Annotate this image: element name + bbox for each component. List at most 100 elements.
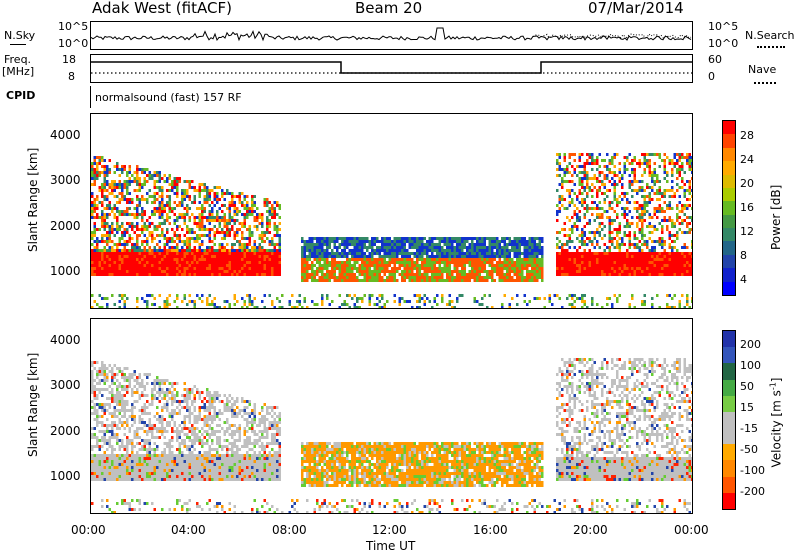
power-cell — [188, 264, 191, 267]
power-cell — [98, 258, 101, 261]
velocity-cell — [113, 397, 116, 400]
velocity-cell — [123, 502, 126, 505]
power-cell — [593, 177, 596, 180]
power-cell — [318, 258, 321, 261]
power-cell — [196, 249, 199, 252]
power-cell — [563, 180, 566, 183]
power-cell — [493, 267, 496, 270]
power-cell — [608, 204, 611, 207]
power-cell — [126, 228, 129, 231]
power-cell — [148, 294, 151, 297]
power-cell — [103, 177, 106, 180]
power-cell — [611, 243, 614, 246]
power-cell — [131, 270, 134, 273]
power-cell — [116, 216, 119, 219]
power-cell — [158, 189, 161, 192]
power-cell — [398, 300, 401, 303]
power-cell — [111, 294, 114, 297]
power-cell — [338, 267, 341, 270]
power-cell — [193, 198, 196, 201]
power-cell — [451, 246, 454, 249]
power-cell — [333, 237, 336, 240]
power-cell — [268, 258, 271, 261]
power-cell — [311, 252, 314, 255]
power-cell — [623, 231, 626, 234]
power-cell — [328, 252, 331, 255]
power-cell — [223, 300, 226, 303]
power-cell — [601, 252, 604, 255]
velocity-cell — [103, 439, 106, 442]
power-cell — [556, 294, 559, 297]
power-cell — [193, 267, 196, 270]
power-cell — [451, 237, 454, 240]
velocity-cell — [103, 457, 106, 460]
power-cell — [678, 195, 681, 198]
power-cell — [456, 243, 459, 246]
power-cell — [271, 204, 274, 207]
power-cell — [643, 204, 646, 207]
power-cell — [181, 258, 184, 261]
power-cell — [628, 258, 631, 261]
power-cell — [601, 180, 604, 183]
power-cell — [411, 270, 414, 273]
power-cell — [683, 306, 686, 308]
power-cell — [271, 261, 274, 264]
power-cell — [261, 216, 264, 219]
power-cell — [221, 249, 224, 252]
power-cell — [253, 204, 256, 207]
power-cell — [153, 303, 156, 306]
colorbar-tick: 28 — [740, 129, 754, 142]
velocity-cell — [111, 454, 114, 457]
power-cell — [176, 189, 179, 192]
power-cell — [673, 306, 676, 308]
power-cell — [573, 204, 576, 207]
power-cell — [658, 210, 661, 213]
power-cell — [158, 207, 161, 210]
power-cell — [523, 279, 526, 282]
power-cell — [438, 261, 441, 264]
power-cell — [196, 267, 199, 270]
power-cell — [648, 195, 651, 198]
velocity-cell — [91, 502, 94, 505]
power-cell — [636, 207, 639, 210]
power-cell — [448, 270, 451, 273]
power-cell — [406, 270, 409, 273]
power-cell — [243, 249, 246, 252]
power-cell — [398, 267, 401, 270]
power-cell — [191, 228, 194, 231]
power-cell — [608, 261, 611, 264]
power-cell — [123, 264, 126, 267]
power-cell — [278, 273, 281, 276]
power-cell — [583, 201, 586, 204]
velocity-cell — [101, 421, 104, 424]
power-cell — [411, 246, 414, 249]
power-cell — [596, 267, 599, 270]
power-cell — [673, 192, 676, 195]
power-cell — [461, 240, 464, 243]
power-cell — [386, 255, 389, 258]
power-cell — [516, 249, 519, 252]
power-cell — [436, 270, 439, 273]
power-cell — [683, 207, 686, 210]
power-cell — [301, 240, 304, 243]
power-cell — [101, 186, 104, 189]
velocity-cell — [93, 388, 96, 391]
power-cell — [483, 249, 486, 252]
power-cell — [371, 261, 374, 264]
power-cell — [606, 174, 609, 177]
power-cell — [188, 294, 191, 297]
nsky-label: N.Sky — [4, 29, 36, 42]
power-cell — [241, 192, 244, 195]
power-cell — [616, 204, 619, 207]
power-cell — [103, 168, 106, 171]
power-cell — [643, 159, 646, 162]
power-cell — [198, 228, 201, 231]
power-cell — [353, 246, 356, 249]
power-cell — [101, 204, 104, 207]
power-cell — [591, 243, 594, 246]
power-cell — [608, 297, 611, 300]
power-cell — [688, 267, 691, 270]
power-cell — [251, 264, 254, 267]
power-cell — [596, 207, 599, 210]
power-cell — [153, 252, 156, 255]
